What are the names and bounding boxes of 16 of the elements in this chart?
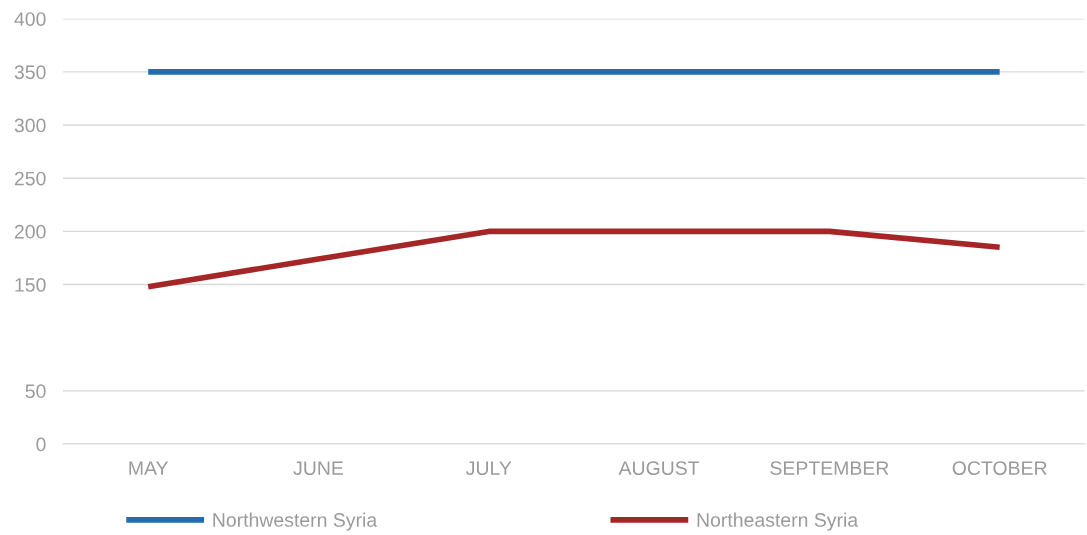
legend-label: Northeastern Syria (697, 512, 859, 531)
y-tick-label: 150 (15, 278, 46, 292)
y-tick-label: 300 (14, 118, 46, 133)
y-tick-label: 250 (14, 171, 46, 186)
legend-label: Northwestern Syria (213, 512, 378, 531)
x-tick-label: SEPTEMBER (770, 461, 889, 475)
y-tick-label: 50 (25, 384, 46, 399)
y-tick-label: 350 (14, 65, 46, 80)
x-tick-label: JULY (466, 461, 512, 475)
y-tick-label: 400 (14, 12, 46, 26)
x-tick-label: AUGUST (618, 461, 700, 475)
x-tick-label: MAY (129, 461, 169, 475)
x-tick-label: OCTOBER (952, 461, 1047, 475)
x-tick-label: JUNE (293, 461, 344, 475)
y-tick-label: 200 (14, 224, 46, 239)
y-tick-label: 0 (36, 437, 46, 452)
